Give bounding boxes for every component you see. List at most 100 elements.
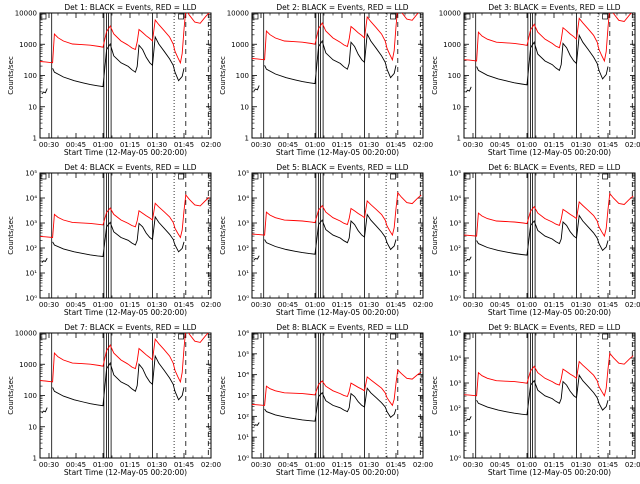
x-tick-label: 01:30 [359,141,379,149]
corner-box-marker [252,333,259,340]
corner-box-marker [602,13,608,20]
y-tick-label: 10 [28,103,37,111]
y-tick-label: 10¹ [237,270,249,278]
y-axis-label: Counts/sec [431,216,439,255]
x-axis-label: Start Time (12-May-05 00:20:00) [488,308,611,317]
corner-box-marker [602,333,608,340]
y-tick-label: 10² [237,245,249,253]
y-tick-label: 10⁵ [449,170,461,178]
chart-panel-7: 1 10 100 1000 10000 00:30 00:45 01:00 01:15 01:30… [7,323,221,477]
x-tick-label: 01:00 [93,141,113,149]
plot-frame [251,12,424,139]
plot-frame [463,332,636,459]
x-axis-label: Start Time (12-May-05 00:20:00) [488,468,611,477]
x-tick-label: 00:30 [39,301,59,309]
x-tick-label: 01:30 [571,461,591,469]
y-tick-label: 10000 [15,10,37,18]
x-tick-label: 00:30 [463,301,483,309]
plot-frame [463,12,636,139]
series-group [40,13,210,95]
marker-lines [475,173,633,298]
x-tick-label: 01:45 [386,301,406,309]
y-tick-label: 1000 [231,41,249,49]
events-series-line [476,214,609,256]
x-tick-label: 02:00 [201,301,221,309]
y-axis-label: Counts/sec [431,376,439,415]
corner-box-marker [40,173,47,180]
corner-box-marker [178,333,184,340]
chart-title: Det 5: BLACK = Events, RED = LLD [276,163,408,172]
chart-title: Det 3: BLACK = Events, RED = LLD [488,3,620,12]
y-tick-label: 10⁴ [237,195,249,203]
x-tick-label: 00:30 [463,141,483,149]
events-series-line [476,373,609,416]
corner-box-marker [390,13,396,20]
x-tick-label: 00:45 [278,141,298,149]
chart-title: Det 1: BLACK = Events, RED = LLD [64,3,196,12]
x-tick-label: 01:15 [120,461,140,469]
events-series-line [52,215,185,257]
x-axis-label: Start Time (12-May-05 00:20:00) [276,468,399,477]
x-tick-label: 00:30 [39,461,59,469]
y-tick-label: 10³ [449,220,461,228]
corner-box-marker [252,173,259,180]
series-group [252,191,422,261]
lld-series-line [252,13,419,62]
chart-panel-6: 10⁰ 10¹ 10² 10³ 10⁴ 10⁵ 00:30 00:45 01:00 01:15 01… [431,163,640,317]
x-tick-label: 01:30 [571,301,591,309]
y-tick-label: 1 [457,135,461,143]
y-tick-label: 10³ [449,380,461,388]
y-tick-label: 10⁰ [449,455,461,463]
y-tick-label: 10¹ [25,270,37,278]
x-tick-label: 02:00 [413,301,433,309]
y-tick-label: 10⁴ [25,195,37,203]
y-tick-label: 10000 [439,10,461,18]
y-tick-label: 10⁰ [237,455,249,463]
x-tick-label: 02:00 [201,461,221,469]
x-tick-label: 02:00 [625,141,640,149]
y-tick-label: 10² [237,413,249,421]
marker-lines [475,13,633,138]
x-tick-label: 01:30 [359,301,379,309]
y-tick-label: 1 [245,135,249,143]
chart-panel-8: 10⁰ 10¹ 10² 10³ 10⁴ 10⁵ 10⁶ 00:30 00:45 01:00 01:1… [219,323,433,477]
chart-title: Det 7: BLACK = Events, RED = LLD [64,323,196,332]
lld-series-line [464,192,634,238]
x-tick-label: 01:00 [517,301,537,309]
corner-box-marker [464,13,471,20]
chart-title: Det 2: BLACK = Events, RED = LLD [276,3,408,12]
y-tick-label: 1000 [19,41,37,49]
x-tick-label: 01:45 [174,461,194,469]
events-series-line [52,354,185,407]
x-axis-label: Start Time (12-May-05 00:20:00) [276,308,399,317]
x-tick-label: 01:30 [147,461,167,469]
corner-box-marker [390,173,396,180]
x-tick-label: 02:00 [625,301,640,309]
y-axis-label: Counts/sec [219,216,227,255]
marker-lines [263,173,421,298]
x-axis-label: Start Time (12-May-05 00:20:00) [64,308,187,317]
x-tick-label: 01:30 [147,141,167,149]
x-tick-label: 01:45 [598,461,618,469]
events-series-line [264,387,397,422]
y-tick-label: 10 [28,423,37,431]
y-tick-label: 10⁰ [449,295,461,303]
marker-lines [263,13,421,138]
x-tick-label: 00:45 [66,461,86,469]
events-series-line [264,32,397,85]
corner-box-marker [464,173,471,180]
events-series-stub [41,88,48,95]
lld-series-line [40,13,210,65]
x-axis-label: Start Time (12-May-05 00:20:00) [488,148,611,157]
lld-series-line [40,333,209,384]
y-tick-label: 10² [449,405,461,413]
plot-frame [463,172,636,299]
y-tick-label: 100 [236,72,249,80]
lld-series-line [40,193,210,239]
x-tick-label: 02:00 [413,141,433,149]
marker-lines [51,13,209,138]
y-tick-label: 10¹ [449,430,461,438]
plot-frame [39,172,212,299]
y-axis-label: Counts/sec [431,56,439,95]
